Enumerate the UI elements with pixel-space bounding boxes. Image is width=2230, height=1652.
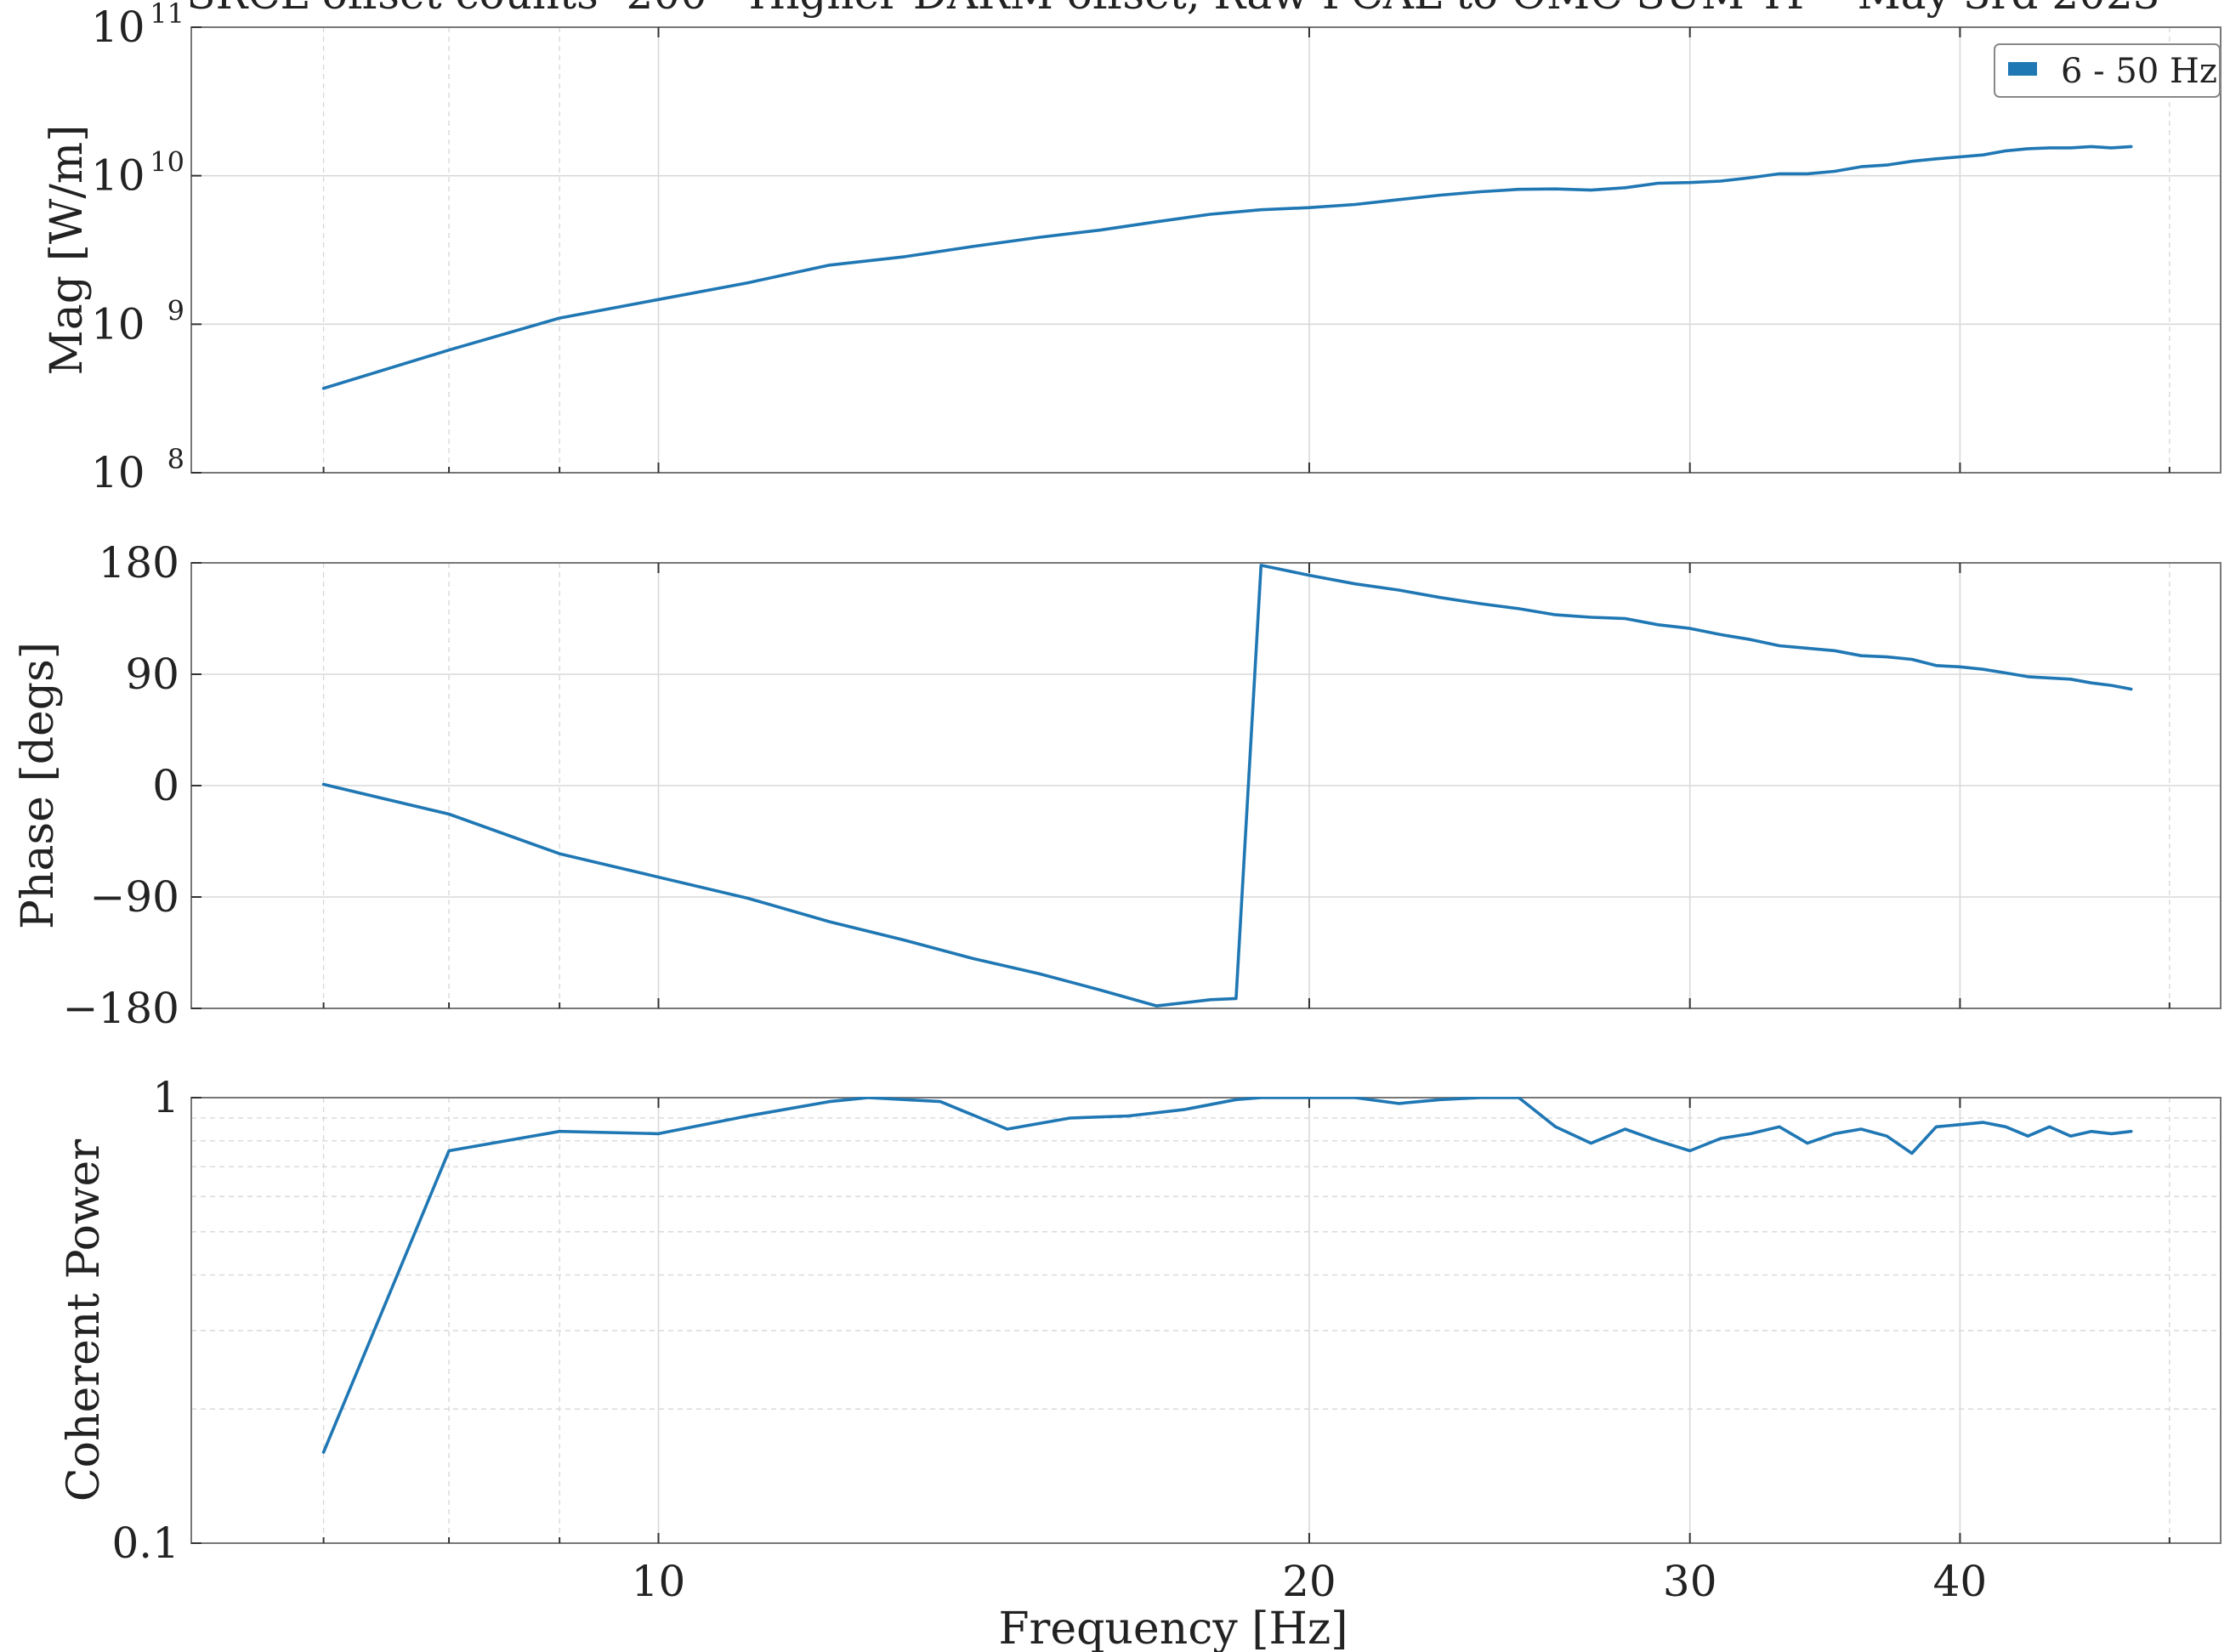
y-tick-label: 180: [99, 538, 179, 588]
phase-series-line: [321, 564, 2133, 1008]
coherence-grid: [191, 1098, 2221, 1544]
x-tick-label: 20: [1282, 1557, 1336, 1606]
y-tick-label: −90: [89, 872, 179, 922]
y-tick-label: 1: [152, 1073, 179, 1122]
coherence-series-line: [321, 1097, 2133, 1454]
phase-grid: [191, 562, 2221, 1009]
magnitude-grid: [191, 27, 2221, 474]
x-tick-label: 30: [1663, 1557, 1717, 1606]
y-tick-label: 10 11: [91, 0, 184, 52]
x-tick-label: 40: [1933, 1557, 1988, 1606]
y-tick-label: −180: [63, 984, 179, 1033]
y-tick-label: 0.1: [111, 1519, 179, 1568]
y-tick-label: 10 10: [91, 146, 184, 201]
legend-swatch: [2008, 62, 2037, 76]
coherence-panel: 0.1 1 Coherent Power 10 20 30 40: [59, 1073, 2221, 1606]
phase-panel: 180 90 0 −90 −180 Phase [degs]: [13, 538, 2221, 1033]
y-tick-label: 10 9: [91, 294, 184, 349]
magnitude-series-line: [321, 145, 2133, 390]
y-tick-label: 90: [125, 650, 179, 699]
phase-y-axis-label: Phase [degs]: [13, 642, 64, 929]
legend-label: 6 - 50 Hz: [2061, 52, 2217, 91]
coherence-axes-frame: [190, 1097, 2221, 1544]
magnitude-axes-frame: [190, 26, 2221, 474]
legend: 6 - 50 Hz: [1994, 43, 2221, 98]
y-tick-label: 10 8: [91, 443, 184, 497]
x-axis-label: Frequency [Hz]: [998, 1604, 1348, 1652]
magnitude-y-axis-label: Mag [W/m]: [42, 125, 93, 376]
figure-title: SRCL offset counts -200 - Higher DARM of…: [186, 0, 2159, 19]
coherence-y-axis-label: Coherent Power: [59, 1139, 110, 1502]
y-tick-label: 0: [152, 761, 179, 810]
x-tick-label: 10: [632, 1557, 686, 1606]
